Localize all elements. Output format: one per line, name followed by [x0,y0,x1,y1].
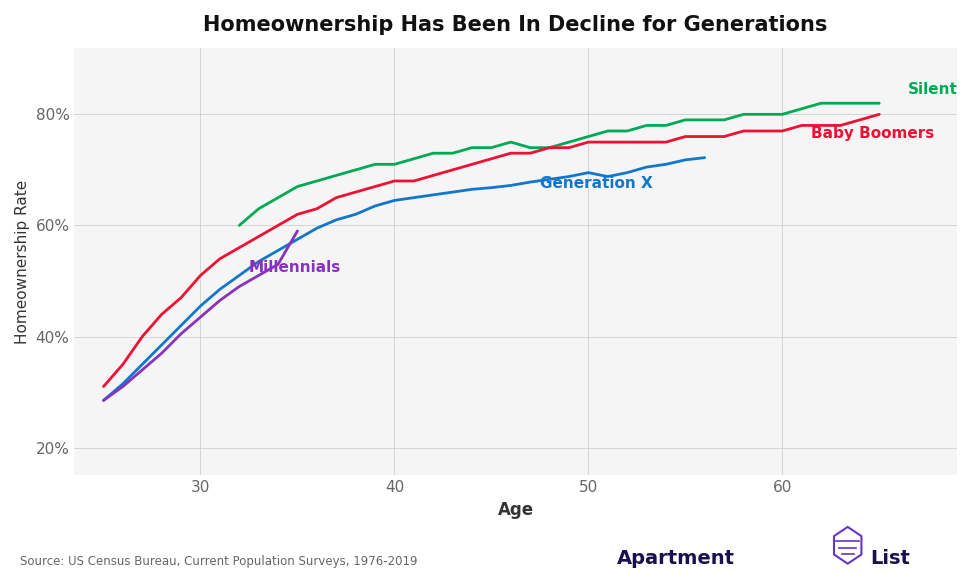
Text: List: List [870,549,910,568]
Text: Baby Boomers: Baby Boomers [811,126,935,141]
Text: Generation X: Generation X [540,176,653,191]
X-axis label: Age: Age [498,501,534,519]
Text: Apartment: Apartment [617,549,735,568]
Y-axis label: Homeownership Rate: Homeownership Rate [15,180,30,344]
Text: Silent: Silent [908,82,958,97]
Title: Homeownership Has Been In Decline for Generations: Homeownership Has Been In Decline for Ge… [204,15,828,35]
Text: Millennials: Millennials [249,259,341,274]
Text: Source: US Census Bureau, Current Population Surveys, 1976-2019: Source: US Census Bureau, Current Popula… [20,555,417,568]
